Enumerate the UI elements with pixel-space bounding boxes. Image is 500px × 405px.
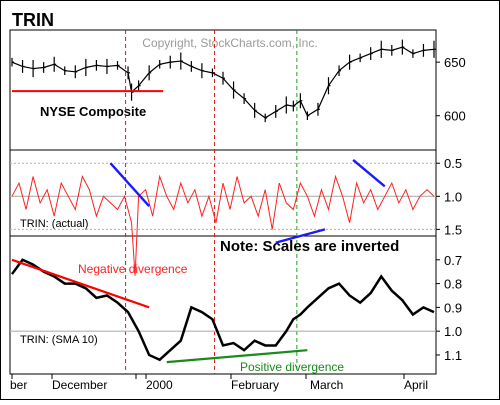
sma-panel-label: TRIN: (SMA 10): [20, 334, 98, 346]
chart-title: TRIN: [12, 10, 54, 30]
sma-line: [10, 258, 435, 362]
y-tick-label: 0.8: [444, 277, 462, 292]
watermark: Copyright, StockCharts.com, Inc.: [142, 36, 317, 50]
y-tick-label: 0.5: [444, 156, 462, 171]
y-tick-label: 1.0: [444, 324, 462, 339]
y-tick-label: 650: [444, 55, 466, 70]
y-tick-label: 0.9: [444, 300, 462, 315]
y-tick-label: 0.7: [444, 253, 462, 268]
y-tick-label: 1.0: [444, 189, 462, 204]
scale-note: Note: Scales are inverted: [220, 238, 399, 255]
price-line: [11, 46, 435, 119]
x-tick-label: ber: [10, 378, 27, 392]
x-tick-label: March: [310, 378, 343, 392]
y-tick-label: 1.5: [444, 222, 462, 237]
price-panel-label: NYSE Composite: [40, 104, 146, 119]
trin-divergence-line: [109, 162, 151, 208]
trin-panel-label: TRIN: (actual): [20, 218, 88, 230]
trin-divergence-line: [352, 159, 386, 188]
y-tick-label: 600: [444, 109, 466, 124]
positive-divergence-label: Positive divergence: [240, 360, 344, 374]
trin-line: [11, 174, 435, 276]
y-tick-label: 1.1: [444, 348, 462, 363]
positive-divergence-line: [166, 349, 308, 364]
sma-panel-frame: [9, 235, 437, 375]
x-tick-label: 2000: [146, 378, 173, 392]
x-tick-label: April: [404, 378, 428, 392]
negative-divergence-label: Negative divergence: [78, 262, 188, 276]
x-tick-label: December: [52, 378, 107, 392]
trin-divergence-line: [275, 228, 326, 244]
x-tick-label: February: [231, 378, 279, 392]
negative-divergence-line: [11, 258, 150, 309]
